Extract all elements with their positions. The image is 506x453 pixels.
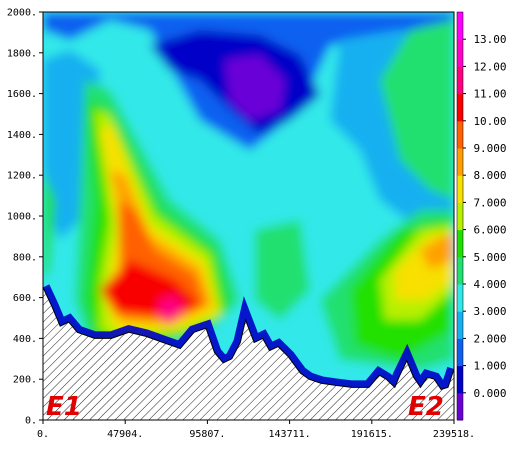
y-axis: 0. 200. 400. 600. 800. 1000. 1200. 1400. 1600. 18… xyxy=(7,8,43,427)
field-layers xyxy=(43,12,454,420)
colorbar-swatch xyxy=(457,175,463,203)
colorbar-swatch xyxy=(457,338,463,367)
colorbar-swatch xyxy=(457,392,463,421)
colorbar-swatch xyxy=(457,202,463,231)
y-tick-label: 1600. xyxy=(7,89,37,100)
y-tick-label: 800. xyxy=(13,252,37,263)
colorbar-label: 3.000 xyxy=(473,305,506,318)
colorbar-swatch xyxy=(457,229,463,258)
colorbar-label: 12.00 xyxy=(473,60,506,73)
y-tick-label: 0. xyxy=(25,416,37,427)
colorbar-label: 5.000 xyxy=(473,251,506,264)
x-tick-label: 239518. xyxy=(433,429,475,440)
x-tick-label: 95807. xyxy=(189,429,225,440)
y-tick-label: 1000. xyxy=(7,212,37,223)
colorbar-label: 1.000 xyxy=(473,360,506,373)
colorbar-swatch xyxy=(457,12,463,40)
colorbar-label: 13.00 xyxy=(473,33,506,46)
terrain-hatch xyxy=(42,287,455,421)
colorbar-label: 8.000 xyxy=(473,169,506,182)
colorbar-swatch xyxy=(457,365,463,394)
colorbar-label: 4.000 xyxy=(473,278,506,291)
annotation-e1: E1 xyxy=(46,392,82,422)
x-tick-label: 143711. xyxy=(269,429,311,440)
y-tick-label: 400. xyxy=(13,334,37,345)
y-tick-label: 2000. xyxy=(7,8,37,19)
colorbar-label: 6.000 xyxy=(473,224,506,237)
contour-field xyxy=(43,12,454,420)
annotation-e2: E2 xyxy=(408,392,444,422)
x-tick-label: 191615. xyxy=(351,429,393,440)
colorbar-label: 0.000 xyxy=(473,387,506,400)
colorbar-swatch xyxy=(457,284,463,312)
colorbar-swatch xyxy=(457,120,463,149)
y-tick-label: 1400. xyxy=(7,130,37,141)
colorbar-label: 2.000 xyxy=(473,332,506,345)
y-tick-label: 600. xyxy=(13,293,37,304)
y-tick-label: 1200. xyxy=(7,171,37,182)
colorbar-swatch xyxy=(457,311,463,339)
colorbar-swatch xyxy=(457,93,463,122)
colorbar-label: 11.00 xyxy=(473,88,506,101)
y-tick-label: 200. xyxy=(13,375,37,386)
x-axis: 0. 47904. 95807. 143711. 191615. 239518. xyxy=(37,420,475,440)
colorbar-label: 7.000 xyxy=(473,196,506,209)
y-tick-label: 1800. xyxy=(7,48,37,59)
colorbar-swatch xyxy=(457,148,463,176)
x-tick-label: 0. xyxy=(37,429,49,440)
colorbar-swatch xyxy=(457,256,463,285)
terrain-mask xyxy=(42,287,455,421)
colorbar-swatch xyxy=(457,66,463,95)
colorbar-swatch xyxy=(457,39,463,67)
colorbar-label: 9.000 xyxy=(473,142,506,155)
colorbar-label: 10.00 xyxy=(473,115,506,128)
x-tick-label: 47904. xyxy=(107,429,143,440)
colorbar: 0.000 1.000 2.000 3.000 4.000 5.000 6.000 7.000… xyxy=(456,11,506,421)
